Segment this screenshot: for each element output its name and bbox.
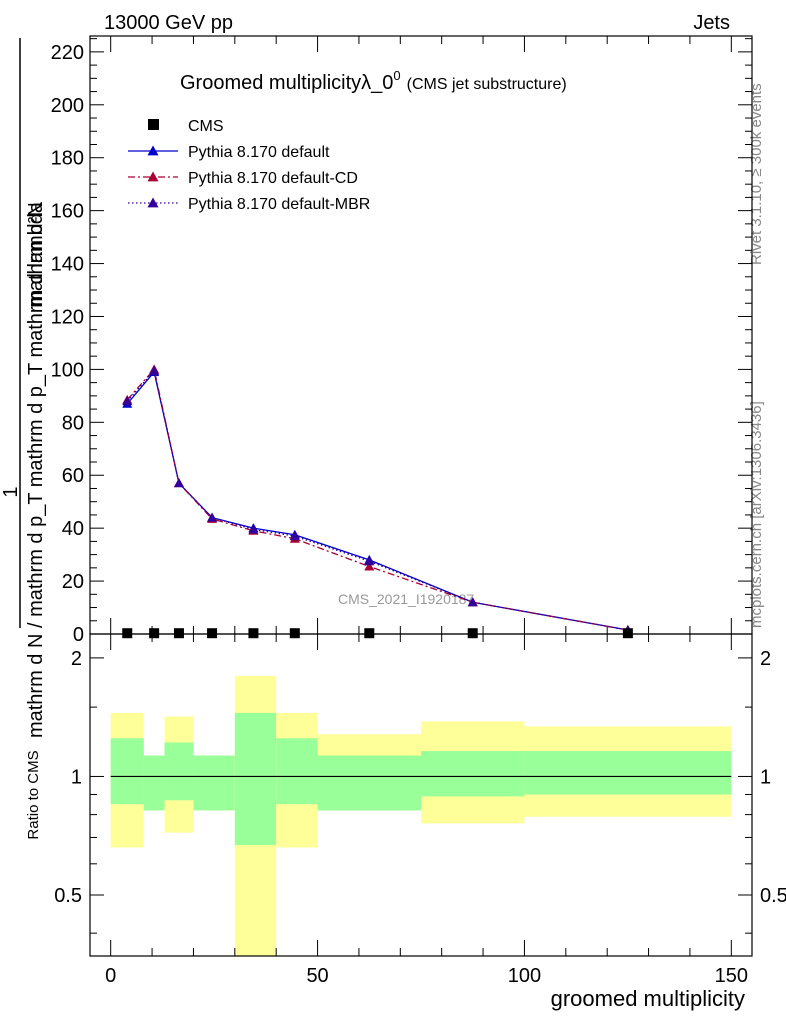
ratio-ytick-label: 2	[71, 648, 82, 670]
legend-label: Pythia 8.170 default-MBR	[188, 196, 370, 213]
ylabel-denominator: mathrm d N / mathrm d p_T mathrm d p_T m…	[25, 201, 47, 738]
ratio-layer	[110, 675, 732, 956]
header-right: Jets	[693, 12, 730, 34]
cms-point	[122, 628, 133, 639]
ratio-ytick-label: 0.5	[54, 885, 82, 907]
cms-point	[248, 628, 259, 639]
header-left: 13000 GeV pp	[104, 12, 233, 34]
series-point	[289, 531, 300, 541]
legend-marker	[147, 171, 159, 182]
main-ytick-label: 180	[51, 148, 84, 170]
plot-title-main: Groomed multiplicityλ_0	[180, 72, 393, 94]
xtick-label: 0	[105, 965, 116, 987]
ylabel-prefix: 1	[0, 486, 22, 497]
cms-point	[622, 628, 633, 639]
legend-marker	[147, 197, 159, 208]
cms-point	[289, 628, 300, 639]
legend-label: Pythia 8.170 default-CD	[188, 170, 358, 187]
ratio-frame	[89, 633, 753, 957]
xtick-label: 100	[508, 965, 541, 987]
series-point	[364, 561, 375, 571]
plot-title-sup: 0	[393, 68, 400, 83]
series-point	[364, 556, 375, 566]
main-ytick-label: 100	[51, 359, 84, 381]
series-point	[207, 512, 218, 522]
main-ylabel: mathrm d²N mathrm d N / mathrm d p_T mat…	[0, 38, 47, 738]
ratio-ytick-label-right: 1	[760, 766, 771, 788]
legend-cms-marker	[148, 119, 159, 130]
ratio-band-inner	[317, 755, 421, 811]
main-ytick-label: 220	[51, 42, 84, 64]
xtick-label: 50	[306, 965, 328, 987]
main-ytick-label: 20	[62, 571, 84, 593]
ratio-band-inner	[524, 751, 732, 795]
rivet-label: Rivet 3.1.10, ≥ 300k events	[748, 83, 765, 265]
xlabel: groomed multiplicity	[551, 986, 745, 1011]
ratio-ylabel: Ratio to CMS	[25, 750, 42, 839]
ratio-band-inner	[164, 742, 194, 801]
cms-point	[173, 628, 184, 639]
main-ytick-label: 120	[51, 306, 84, 328]
plot-title: Groomed multiplicityλ_00 (CMS jet substru…	[180, 68, 567, 94]
main-ytick-label: 40	[62, 518, 84, 540]
cms-point	[467, 628, 478, 639]
legend: CMS Pythia 8.170 default Pythia 8.170 defa…	[128, 118, 370, 213]
main-ytick-label: 60	[62, 465, 84, 487]
series-line-2	[126, 368, 628, 631]
series-line-3	[126, 369, 628, 631]
legend-marker	[147, 145, 159, 156]
series-point	[248, 524, 259, 534]
main-ytick-label: 160	[51, 201, 84, 223]
ratio-band-inner	[193, 755, 235, 811]
series-point	[173, 478, 184, 488]
main-ytick-label: 80	[62, 412, 84, 434]
watermark: CMS_2021_I1920187	[338, 591, 474, 607]
ylabel-numerator: mathrm d²N	[25, 202, 47, 308]
ratio-band-inner	[143, 755, 165, 811]
cms-point	[149, 628, 160, 639]
cms-point	[207, 628, 218, 639]
cms-point	[364, 628, 375, 639]
ratio-band-inner	[234, 712, 277, 845]
ratio-ytick-label: 1	[71, 766, 82, 788]
ratio-band-inner	[110, 738, 144, 805]
legend-label: CMS	[188, 118, 224, 135]
series-layer	[122, 364, 633, 639]
ratio-ytick-label-right: 0.5	[760, 885, 786, 907]
main-ytick-label: 200	[51, 95, 84, 117]
main-ytick-label: 0	[73, 624, 84, 646]
xtick-label: 150	[715, 965, 748, 987]
plot-title-sub: (CMS jet substructure)	[407, 76, 567, 93]
main-ytick-label: 140	[51, 254, 84, 276]
ratio-band-inner	[276, 738, 318, 805]
ratio-band-inner	[421, 751, 525, 797]
legend-label: Pythia 8.170 default	[188, 144, 330, 161]
series-point	[122, 396, 133, 406]
ratio-ytick-label-right: 2	[760, 648, 771, 670]
series-point	[149, 365, 160, 375]
series-point	[467, 597, 478, 607]
